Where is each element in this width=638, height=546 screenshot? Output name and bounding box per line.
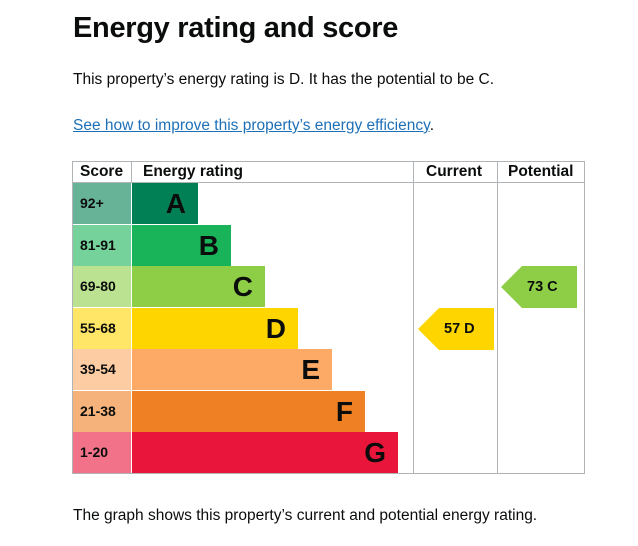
chart-border-right (584, 161, 585, 474)
current-column-header: Current (426, 163, 482, 180)
band-bar-d: D (132, 308, 298, 349)
chart-border-bottom (72, 473, 585, 474)
band-bar-c: C (132, 266, 265, 307)
score-column-header: Score (80, 163, 124, 180)
band-score-f: 21-38 (73, 391, 131, 432)
potential-rating-marker: 73 C (501, 266, 577, 308)
page-title: Energy rating and score (73, 12, 399, 44)
improvement-link-paragraph: See how to improve this property’s energ… (73, 116, 434, 136)
band-bar-a: A (132, 183, 198, 224)
band-score-b: 81-91 (73, 225, 131, 266)
band-bar-g: G (132, 432, 398, 473)
current-rating-marker: 57 D (418, 308, 494, 350)
rating-summary: This property’s energy rating is D. It h… (73, 71, 495, 88)
band-score-e: 39-54 (73, 349, 131, 390)
band-score-d: 55-68 (73, 308, 131, 349)
potential-column-header: Potential (508, 163, 574, 180)
energy-rating-column-header: Energy rating (143, 163, 243, 180)
band-score-c: 69-80 (73, 266, 131, 307)
header-divider (72, 182, 585, 183)
band-bar-f: F (132, 391, 365, 432)
band-letter-g: G (364, 437, 386, 468)
current-rating-label: 57 D (444, 321, 475, 337)
current-column-divider (413, 161, 414, 474)
potential-arrow-shape (501, 266, 577, 308)
potential-column-divider (497, 161, 498, 474)
band-letter-f: F (335, 396, 353, 427)
band-score-a: 92+ (73, 183, 131, 224)
link-suffix: . (429, 117, 434, 134)
band-bar-e: E (132, 349, 332, 390)
band-letter-a: A (165, 188, 186, 219)
improve-efficiency-link[interactable]: See how to improve this property’s energ… (73, 117, 430, 134)
band-letter-e: E (301, 354, 320, 385)
chart-border-left (72, 161, 73, 474)
score-column-divider (131, 161, 132, 183)
band-bar-b: B (132, 225, 231, 266)
chart-border-top (72, 161, 585, 162)
band-letter-c: C (232, 271, 253, 302)
band-letter-b: B (198, 230, 219, 261)
chart-description: The graph shows this property’s current … (73, 507, 538, 524)
band-score-g: 1-20 (73, 432, 131, 473)
potential-rating-label: 73 C (527, 279, 558, 295)
current-arrow-shape (418, 308, 494, 350)
energy-rating-chart: Score Energy rating Current Potential 92… (72, 161, 585, 474)
band-letter-d: D (265, 313, 286, 344)
